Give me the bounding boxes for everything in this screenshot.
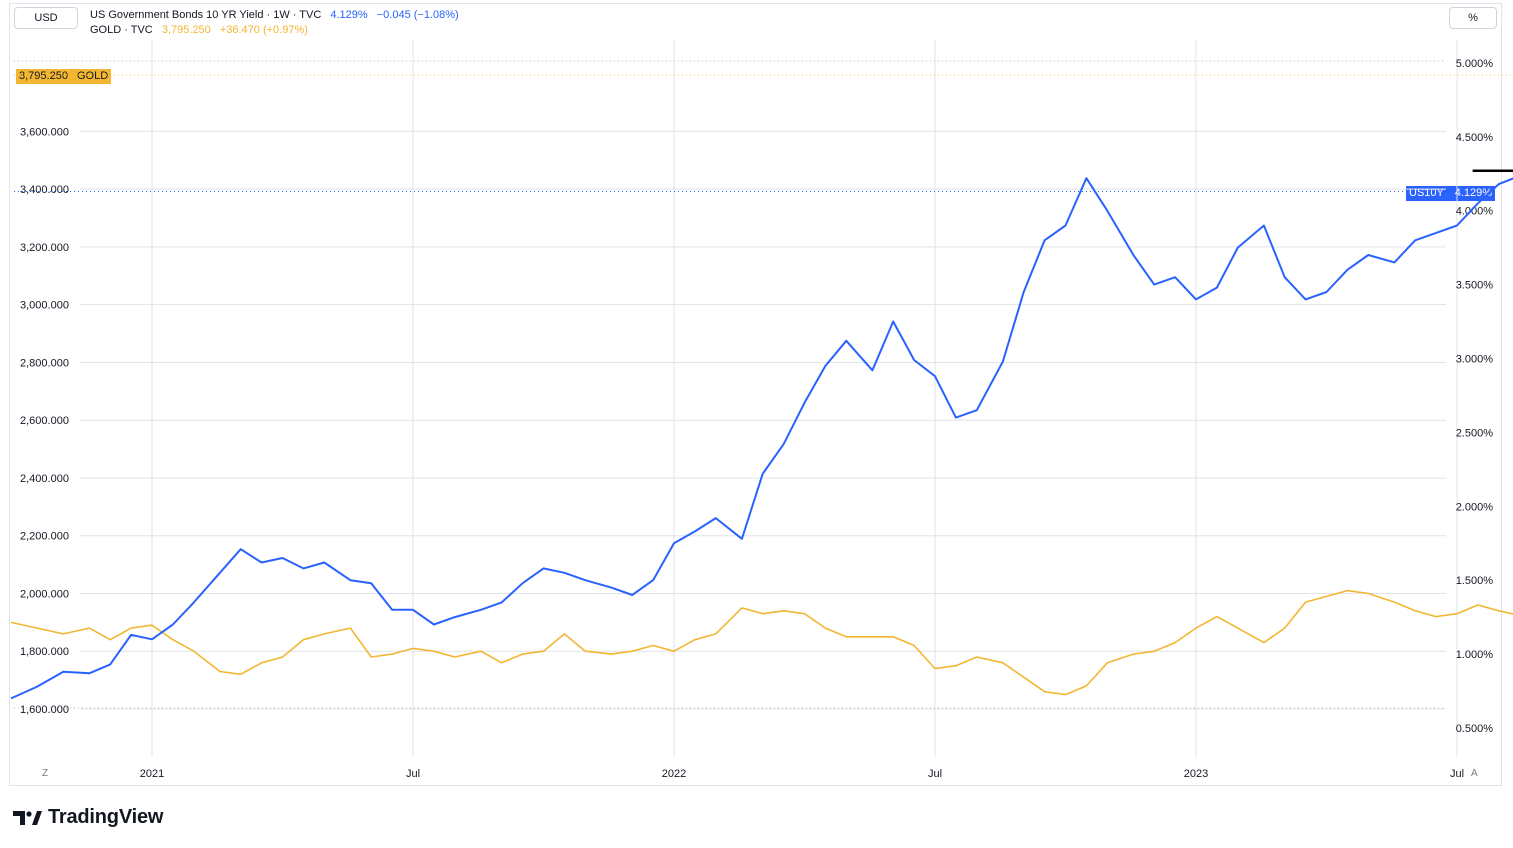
legend-gold-row[interactable]: GOLD · TVC 3,795.250 +36.470 (+0.97%)	[90, 23, 459, 38]
legend-gold-value: 3,795.250	[161, 24, 211, 36]
gold-price-tag-symbol: GOLD	[77, 70, 109, 82]
legend-yield-name: US Government Bonds 10 YR Yield · 1W · T…	[90, 9, 322, 21]
tradingview-logo[interactable]: TradingView	[12, 806, 163, 829]
currency-button[interactable]: USD	[14, 7, 78, 29]
legend-gold-change: +36.470 (+0.97%)	[219, 24, 308, 36]
tradingview-logo-icon	[13, 810, 42, 825]
chart-frame	[9, 3, 1502, 786]
legend-yield-row[interactable]: US Government Bonds 10 YR Yield · 1W · T…	[90, 8, 459, 23]
legend-gold-name: GOLD · TVC	[90, 24, 153, 36]
scale-button[interactable]: %	[1449, 7, 1497, 29]
gold-price-tag-value: 3,795.250	[19, 70, 68, 82]
yield-price-tag-symbol: US10Y	[1409, 187, 1444, 199]
legend-yield-change: −0.045 (−1.08%)	[376, 9, 459, 21]
chart-legend: US Government Bonds 10 YR Yield · 1W · T…	[90, 8, 459, 38]
yield-price-tag: US10Y 4.129%	[1406, 186, 1496, 201]
legend-yield-value: 4.129%	[330, 9, 368, 21]
yield-price-tag-value: 4.129%	[1454, 187, 1493, 199]
tradingview-logo-text: TradingView	[48, 806, 164, 828]
timezone-corner-label[interactable]: Z	[42, 768, 49, 779]
gold-price-tag: 3,795.250 GOLD	[16, 69, 112, 84]
auto-scale-corner-label[interactable]: A	[1471, 768, 1478, 779]
